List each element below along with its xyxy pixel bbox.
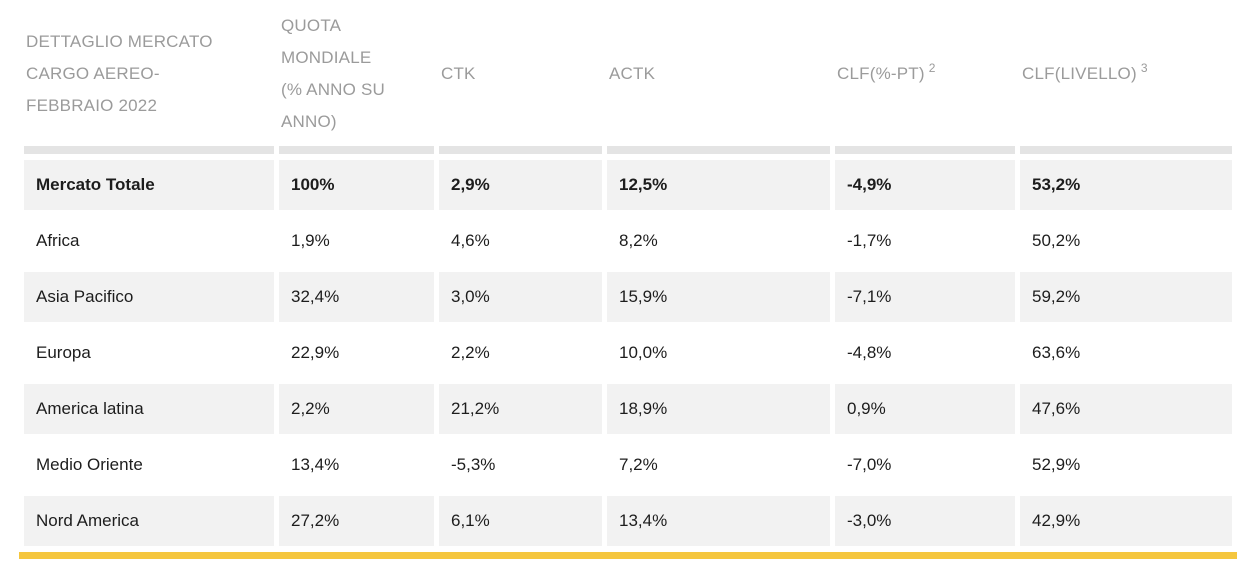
column-header-clf-pt: CLF(%-PT) 2 [835,8,1015,140]
column-header-label: CLF(%-PT) [837,64,925,83]
value-cell: 18,9% [607,384,830,434]
value-cell: 27,2% [279,496,434,546]
value-cell: -5,3% [439,440,602,490]
value-cell: 22,9% [279,328,434,378]
separator-segment [835,146,1015,154]
value-cell: 13,4% [607,496,830,546]
header-row: DETTAGLIO MERCATO CARGO AEREO-FEBBRAIO 2… [24,8,1232,140]
region-cell: Medio Oriente [24,440,274,490]
region-cell: Europa [24,328,274,378]
table-row-europa: Europa 22,9% 2,2% 10,0% -4,8% 63,6% [24,328,1232,378]
value-cell: 12,5% [607,160,830,210]
value-cell: 32,4% [279,272,434,322]
value-cell: 15,9% [607,272,830,322]
separator-segment [24,146,274,154]
value-cell: 100% [279,160,434,210]
value-cell: -3,0% [835,496,1015,546]
column-header-label: DETTAGLIO MERCATO CARGO AEREO-FEBBRAIO 2… [26,32,213,115]
region-cell: Africa [24,216,274,266]
separator-segment [607,146,830,154]
footnote-marker: 3 [1140,61,1148,76]
column-header-clf-livello: CLF(LIVELLO) 3 [1020,8,1232,140]
value-cell: 2,2% [279,384,434,434]
table-row-america-latina: America latina 2,2% 21,2% 18,9% 0,9% 47,… [24,384,1232,434]
region-cell: Mercato Totale [24,160,274,210]
value-cell: 3,0% [439,272,602,322]
value-cell: 6,1% [439,496,602,546]
value-cell: 21,2% [439,384,602,434]
value-cell: 47,6% [1020,384,1232,434]
value-cell: -1,7% [835,216,1015,266]
value-cell: 10,0% [607,328,830,378]
value-cell: 50,2% [1020,216,1232,266]
column-header-title: DETTAGLIO MERCATO CARGO AEREO-FEBBRAIO 2… [24,8,274,140]
region-cell: Asia Pacifico [24,272,274,322]
table-row-medio-oriente: Medio Oriente 13,4% -5,3% 7,2% -7,0% 52,… [24,440,1232,490]
cargo-market-table-container: DETTAGLIO MERCATO CARGO AEREO-FEBBRAIO 2… [19,2,1237,559]
table-row-nord-america: Nord America 27,2% 6,1% 13,4% -3,0% 42,9… [24,496,1232,546]
separator-segment [279,146,434,154]
column-header-label: CLF(LIVELLO) [1022,64,1137,83]
value-cell: 1,9% [279,216,434,266]
value-cell: -7,0% [835,440,1015,490]
header-separator-strip [24,146,1232,154]
column-header-label: ACTK [609,64,656,83]
value-cell: -4,8% [835,328,1015,378]
column-header-ctk: CTK [439,8,602,140]
value-cell: 52,9% [1020,440,1232,490]
value-cell: 0,9% [835,384,1015,434]
region-cell: America latina [24,384,274,434]
column-header-actk: ACTK [607,8,830,140]
value-cell: 13,4% [279,440,434,490]
value-cell: 53,2% [1020,160,1232,210]
value-cell: 7,2% [607,440,830,490]
table-row-asia-pacifico: Asia Pacifico 32,4% 3,0% 15,9% -7,1% 59,… [24,272,1232,322]
separator-segment [1020,146,1232,154]
column-header-label: CTK [441,64,476,83]
separator-segment [439,146,602,154]
table-row-mercato-totale: Mercato Totale 100% 2,9% 12,5% -4,9% 53,… [24,160,1232,210]
value-cell: -7,1% [835,272,1015,322]
column-header-label: QUOTA MONDIALE (% ANNO SU ANNO) [281,16,386,131]
value-cell: 2,9% [439,160,602,210]
value-cell: 4,6% [439,216,602,266]
region-cell: Nord America [24,496,274,546]
value-cell: 42,9% [1020,496,1232,546]
footnote-marker: 2 [928,61,936,76]
value-cell: 2,2% [439,328,602,378]
value-cell: 63,6% [1020,328,1232,378]
cargo-market-table: DETTAGLIO MERCATO CARGO AEREO-FEBBRAIO 2… [19,2,1237,552]
value-cell: 59,2% [1020,272,1232,322]
column-header-quota-mondiale: QUOTA MONDIALE (% ANNO SU ANNO) [279,8,434,140]
value-cell: -4,9% [835,160,1015,210]
table-row-africa: Africa 1,9% 4,6% 8,2% -1,7% 50,2% [24,216,1232,266]
value-cell: 8,2% [607,216,830,266]
